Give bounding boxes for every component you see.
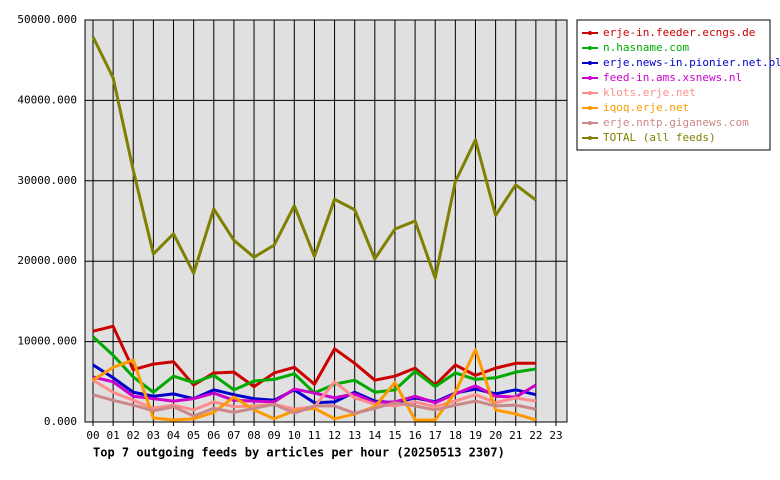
- x-tick-label: 07: [227, 429, 240, 442]
- x-tick-label: 12: [328, 429, 341, 442]
- series-line: [92, 375, 537, 405]
- legend-dot: [588, 121, 592, 125]
- x-tick-label: 11: [308, 429, 321, 442]
- legend-dot: [588, 106, 592, 110]
- legend-label: erje.nntp.giganews.com: [603, 116, 749, 129]
- legend-dot: [588, 136, 592, 140]
- x-tick-label: 03: [147, 429, 160, 442]
- x-tick-label: 10: [288, 429, 301, 442]
- legend-label: feed-in.ams.xsnews.nl: [603, 71, 742, 84]
- series-line: [92, 324, 536, 389]
- legend-dot: [588, 31, 592, 35]
- x-tick-label: 01: [107, 429, 120, 442]
- x-tick-label: 16: [408, 429, 421, 442]
- x-tick-label: 14: [368, 429, 382, 442]
- y-tick-label: 30000.000: [17, 174, 77, 187]
- x-tick-label: 02: [127, 429, 140, 442]
- x-tick-label: 06: [207, 429, 220, 442]
- legend-label: iqoq.erje.net: [603, 101, 689, 114]
- legend-label: erje.news-in.pionier.net.pl: [603, 56, 780, 69]
- legend-label: n.hasname.com: [603, 41, 689, 54]
- legend-dot: [588, 91, 592, 95]
- legend-dot: [588, 76, 592, 80]
- legend-label: klots.erje.net: [603, 86, 696, 99]
- x-tick-label: 23: [549, 429, 562, 442]
- x-tick-label: 17: [429, 429, 442, 442]
- legend-dot: [588, 61, 592, 65]
- x-tick-label: 05: [187, 429, 200, 442]
- x-tick-label: 18: [449, 429, 462, 442]
- x-tick-label: 09: [268, 429, 281, 442]
- x-tick-label: 13: [348, 429, 361, 442]
- y-tick-label: 20000.000: [17, 254, 77, 267]
- x-tick-label: 15: [388, 429, 401, 442]
- series-line: [91, 36, 537, 280]
- x-tick-label: 21: [509, 429, 522, 442]
- legend-label: erje-in.feeder.ecngs.de: [603, 26, 755, 39]
- chart-title: Top 7 outgoing feeds by articles per hou…: [93, 446, 505, 460]
- y-tick-label: 10000.000: [17, 335, 77, 348]
- x-tick-label: 00: [86, 429, 99, 442]
- series-line: [92, 393, 537, 418]
- x-tick-label: 20: [489, 429, 502, 442]
- x-tick-label: 19: [469, 429, 482, 442]
- legend-box: [576, 19, 771, 151]
- legend-dot: [588, 46, 592, 50]
- y-tick-label: 40000.000: [17, 93, 77, 106]
- y-tick-label: 50000.000: [17, 13, 77, 26]
- series-line: [92, 348, 537, 422]
- x-tick-label: 08: [247, 429, 260, 442]
- x-tick-label: 22: [529, 429, 542, 442]
- x-tick-label: 04: [167, 429, 181, 442]
- legend-label: TOTAL (all feeds): [603, 131, 716, 144]
- y-tick-label: 0.000: [44, 415, 77, 428]
